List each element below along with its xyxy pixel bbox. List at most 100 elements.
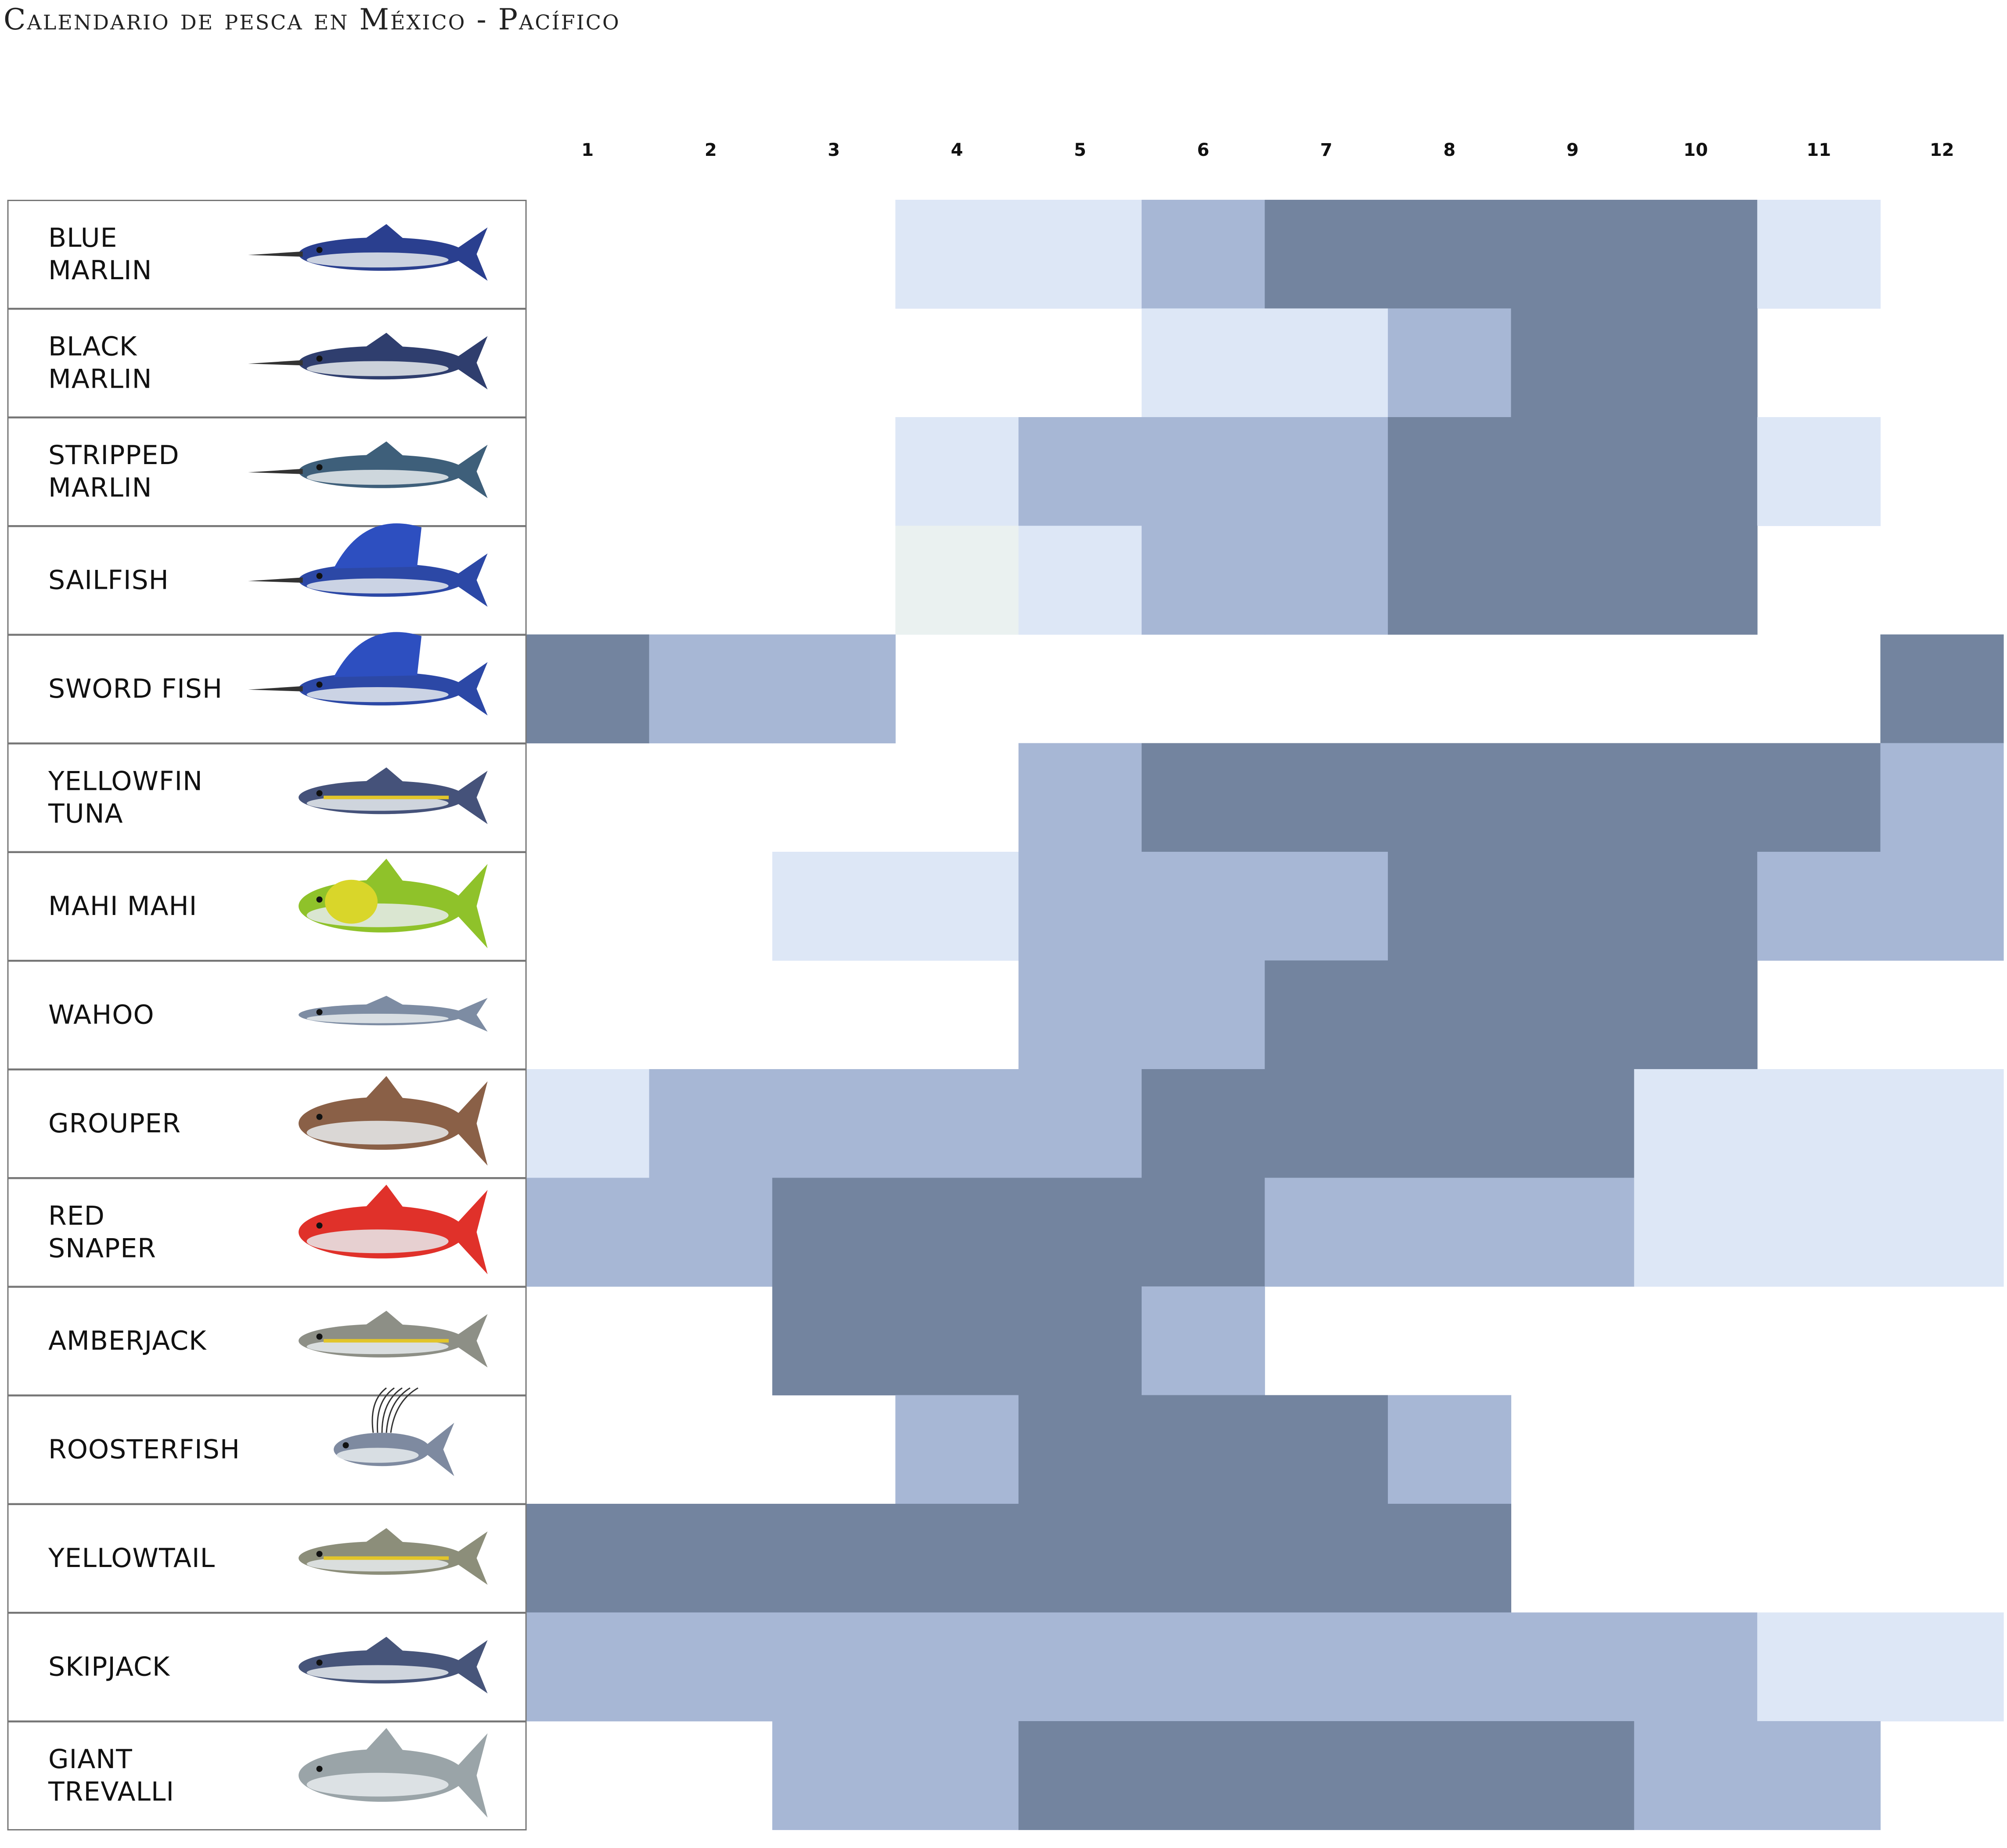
yellowtail-icon: [299, 1528, 488, 1585]
heat-cell: [1511, 200, 1635, 309]
heat-cell: [772, 1612, 896, 1722]
species-label-line: RED: [48, 1200, 105, 1231]
heat-cell: [1142, 417, 1265, 526]
species-label-line: YELLOWTAIL: [48, 1543, 215, 1574]
heat-cell: [1511, 417, 1635, 526]
sailfish-icon: [248, 523, 488, 607]
heat-cell: [1018, 960, 1142, 1070]
heat-cell: [1265, 1504, 1388, 1613]
species-label-line: SNAPER: [48, 1233, 156, 1264]
heat-cell: [1265, 1395, 1388, 1504]
giant-trevally-icon: [299, 1728, 488, 1818]
heat-cell: [1634, 1069, 1758, 1178]
heat-cell: [1511, 526, 1635, 635]
species-label-line: STRIPPED: [48, 440, 180, 471]
heat-cell: [1634, 743, 1758, 852]
heat-cell: [1265, 308, 1388, 418]
heat-cell: [526, 1178, 650, 1287]
heat-cell: [1142, 1286, 1265, 1396]
heat-cell: [649, 1069, 773, 1178]
species-label-line: MARLIN: [48, 364, 152, 394]
heat-cell: [1634, 1721, 1758, 1830]
heat-cell: [772, 1178, 896, 1287]
heat-cell: [895, 1069, 1019, 1178]
heat-cell: [1757, 852, 1881, 961]
heat-cell: [895, 526, 1019, 635]
heat-cell: [895, 417, 1019, 526]
heat-cell: [772, 852, 896, 961]
heat-cell: [1142, 1721, 1265, 1830]
heat-cell: [1387, 1721, 1511, 1830]
species-label-line: AMBERJACK: [48, 1326, 207, 1356]
month-label-10: 10: [1683, 140, 1708, 160]
heat-cell: [1511, 960, 1635, 1070]
heat-cell: [1018, 1069, 1142, 1178]
heat-cell: [1265, 852, 1388, 961]
species-label-line: SAILFISH: [48, 565, 169, 595]
heat-cell: [1511, 308, 1635, 418]
heat-cell: [1511, 1612, 1635, 1722]
heat-cell: [526, 1504, 650, 1613]
heat-cell: [1387, 1178, 1511, 1287]
heat-cell: [1265, 1721, 1388, 1830]
heat-cell: [1387, 308, 1511, 418]
heat-cell: [1142, 1612, 1265, 1722]
heat-cell: [1634, 200, 1758, 309]
heat-cell: [649, 634, 773, 744]
yellowfin-tuna-icon: [299, 767, 488, 825]
heat-cell: [1142, 308, 1265, 418]
heat-cell: [1142, 1395, 1265, 1504]
heat-cell: [1018, 526, 1142, 635]
heat-cell: [895, 852, 1019, 961]
heat-cell: [1018, 1286, 1142, 1396]
month-label-3: 3: [828, 140, 840, 160]
roosterfish-icon: [334, 1387, 454, 1477]
heat-cell: [772, 1504, 896, 1613]
species-label-line: WAHOO: [48, 999, 155, 1030]
species-label-line: MAHI MAHI: [48, 891, 197, 922]
species-label-line: ROOSTERFISH: [48, 1434, 240, 1465]
heat-cell: [1018, 852, 1142, 961]
skipjack-icon: [299, 1636, 488, 1694]
heat-cell: [1880, 852, 2004, 961]
heat-cell: [1265, 417, 1388, 526]
swordfish-icon: [248, 632, 488, 716]
heat-cell: [1142, 200, 1265, 309]
species-label-line: MARLIN: [48, 255, 152, 286]
heat-cell: [1387, 417, 1511, 526]
mahi-mahi-icon: [299, 858, 488, 948]
month-label-1: 1: [581, 140, 594, 160]
species-label-line: BLACK: [48, 331, 137, 362]
heat-cell: [1634, 526, 1758, 635]
heat-cell: [1387, 526, 1511, 635]
month-label-11: 11: [1807, 140, 1831, 160]
month-label-5: 5: [1074, 140, 1086, 160]
grouper-icon: [299, 1076, 488, 1166]
heat-cell: [1511, 1721, 1635, 1830]
heat-cell: [1387, 1069, 1511, 1178]
heat-cell: [895, 1178, 1019, 1287]
heat-cell: [1387, 1504, 1511, 1613]
heat-cell: [1142, 1178, 1265, 1287]
heat-cell: [1511, 1178, 1635, 1287]
heat-cell: [1634, 1178, 1758, 1287]
heat-cell: [1018, 200, 1142, 309]
species-label-line: BLUE: [48, 223, 117, 253]
heat-cell: [1634, 417, 1758, 526]
heat-cell: [1018, 743, 1142, 852]
species-label-line: GROUPER: [48, 1108, 181, 1139]
month-label-12: 12: [1930, 140, 1954, 160]
heat-cell: [1142, 1069, 1265, 1178]
species-label-line: SWORD FISH: [48, 674, 223, 704]
heat-cell: [1265, 200, 1388, 309]
species-label-line: YELLOWFIN: [48, 766, 203, 796]
heat-cell: [1265, 526, 1388, 635]
heat-cell: [1265, 1178, 1388, 1287]
heat-cell: [526, 634, 650, 744]
heat-cell: [1265, 1069, 1388, 1178]
blue-marlin-icon: [248, 224, 488, 281]
heat-cell: [772, 634, 896, 744]
heat-cell: [1387, 1395, 1511, 1504]
heat-cell: [1387, 200, 1511, 309]
